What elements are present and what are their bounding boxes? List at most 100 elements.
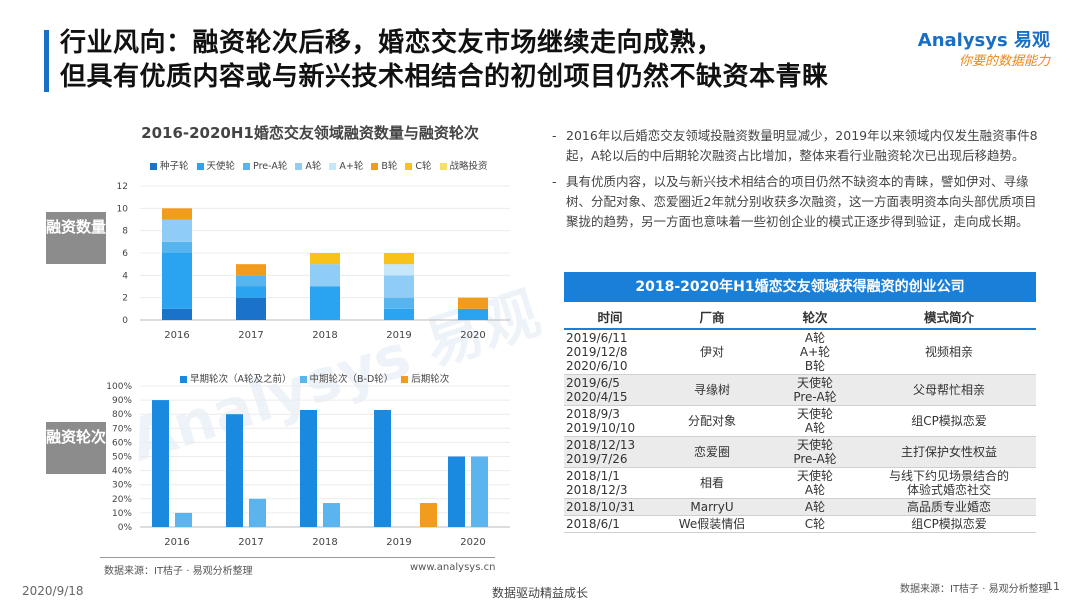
page-title-line2: 但具有优质内容或与新兴技术相结合的初创项目仍然不缺资本青睐 — [60, 62, 829, 92]
chart1-legend-item: 天使轮 — [196, 161, 235, 172]
y-tick-label: 70% — [112, 424, 132, 434]
cell-company: 伊对 — [656, 329, 768, 375]
page-title: 行业风向：融资轮次后移，婚恋交友市场继续走向成熟， 但具有优质内容或与新兴技术相… — [60, 26, 920, 94]
table-row: 2018/10/31 MarryU A轮 高品质专业婚恋 — [564, 498, 1036, 516]
cell-company: 寻缘树 — [656, 374, 768, 406]
cell-model: 与线下约见场景结合的 体验式婚恋社交 — [862, 467, 1036, 499]
bullet-2: 具有优质内容，以及与新兴技术相结合的项目仍然不缺资本的青睐，譬如伊对、寻缘树、分… — [552, 172, 1042, 232]
y-tick-label: 60% — [112, 438, 132, 448]
side-tag-rounds: 融资轮次 — [46, 422, 106, 474]
cell-model: 高品质专业婚恋 — [862, 498, 1036, 516]
bar — [448, 456, 465, 527]
chart1-legend-item: Pre-A轮 — [243, 161, 287, 172]
page-title-line1: 行业风向：融资轮次后移，婚恋交友市场继续走向成熟， — [60, 28, 723, 58]
cell-model: 主打保护女性权益 — [862, 436, 1036, 468]
chart1-legend-label: A轮 — [305, 161, 322, 172]
bar-segment — [162, 241, 192, 253]
title-accent-bar — [44, 30, 49, 92]
chart1-legend: 种子轮 天使轮 Pre-A轮 A轮 A+轮 B轮 C轮 战略投资 — [150, 158, 496, 172]
x-tick-label: 2020 — [460, 330, 485, 341]
funding-round-share-chart: 0% 10% 20% 30% 40% 50% 60% 70% 80% 90% 100% 2016 201… — [106, 382, 510, 548]
x-tick-label: 2017 — [238, 537, 263, 548]
y-tick-label: 0% — [118, 523, 133, 533]
chart-title: 2016-2020H1婚恋交友领域融资数量与融资轮次 — [141, 124, 479, 142]
chart1-legend-label: Pre-A轮 — [253, 161, 288, 172]
footer-date: 2020/9/18 — [22, 584, 84, 598]
y-tick-label: 2 — [122, 294, 128, 304]
chart1-legend-swatch — [196, 163, 204, 170]
bar-segment — [384, 297, 414, 309]
y-tick-label: 40% — [112, 467, 132, 477]
cell-date: 2019/6/11 2019/12/8 2020/6/10 — [564, 329, 656, 375]
cell-company: MarryU — [656, 498, 768, 516]
table-header-row: 时间 厂商 轮次 模式简介 — [564, 304, 1036, 330]
bar-segment — [162, 219, 192, 242]
bar-segment — [236, 264, 266, 276]
y-tick-label: 4 — [122, 271, 128, 281]
y-tick-label: 8 — [122, 227, 128, 237]
bar-segment — [162, 208, 192, 220]
chart1-legend-item: B轮 — [371, 161, 397, 172]
y-tick-label: 100% — [106, 382, 132, 392]
header-round: 轮次 — [768, 304, 862, 330]
chart2-legend-swatch — [299, 376, 307, 383]
x-tick-label: 2019 — [386, 330, 411, 341]
x-tick-label: 2020 — [460, 537, 485, 548]
chart2-legend-item: 中期轮次（B-D轮） — [299, 374, 394, 385]
chart1-legend-swatch — [439, 163, 447, 170]
cell-date: 2019/6/5 2020/4/15 — [564, 374, 656, 406]
cell-model: 视频相亲 — [862, 329, 1036, 375]
x-tick-label: 2017 — [238, 330, 263, 341]
cell-round: A轮 A+轮 B轮 — [768, 329, 862, 375]
chart1-legend-swatch — [329, 163, 337, 170]
y-tick-label: 20% — [112, 495, 132, 505]
logo-slogan: 你要的数据能力 — [958, 54, 1050, 69]
chart-url: www.analysys.cn — [410, 562, 496, 573]
bar — [323, 503, 340, 527]
cell-company: 恋爱圈 — [656, 436, 768, 468]
chart1-legend-item: 战略投资 — [439, 161, 488, 172]
footer-source: 数据来源：IT桔子 · 易观分析整理 — [900, 584, 1049, 595]
table-row: 2019/6/11 2019/12/8 2020/6/10 伊对 A轮 A+轮 B轮 视频相亲 — [564, 329, 1036, 375]
chart2-legend-swatch — [180, 376, 187, 383]
bar — [420, 503, 437, 527]
header-company: 厂商 — [656, 304, 768, 330]
chart2-legend-swatch — [401, 376, 409, 383]
cell-company: We假装情侣 — [656, 515, 768, 533]
cell-round: C轮 — [768, 515, 862, 533]
table-title: 2018-2020年H1婚恋交友领域获得融资的创业公司 — [564, 272, 1036, 302]
chart1-legend-label: A+轮 — [339, 161, 364, 172]
chart1-legend-swatch — [371, 163, 379, 170]
bar-segment — [236, 286, 266, 298]
bar-segment — [384, 308, 414, 320]
cell-date: 2018/10/31 — [564, 498, 656, 516]
chart1-legend-label: 种子轮 — [160, 161, 189, 172]
cell-date: 2018/1/1 2018/12/3 — [564, 467, 656, 499]
chart1-legend-swatch — [405, 163, 413, 170]
cell-date: 2018/9/3 2019/10/10 — [564, 405, 656, 437]
funding-count-chart: 0 2 4 6 8 10 12 2016 2017 2018 2019 2020 — [117, 182, 510, 341]
bar-segment — [162, 253, 192, 309]
bar-segment — [162, 308, 192, 320]
chart1-legend-swatch — [295, 163, 303, 170]
table-row: 2018/12/13 2019/7/26 恋爱圈 天使轮 Pre-A轮 主打保护女性权益 — [564, 436, 1036, 468]
cell-company: 相看 — [656, 467, 768, 499]
x-tick-label: 2016 — [164, 537, 189, 548]
chart2-legend-label: 中期轮次（B-D轮） — [309, 374, 394, 385]
cell-date: 2018/6/1 — [564, 515, 656, 533]
bar-segment — [310, 264, 340, 287]
page-number: 11 — [1046, 580, 1060, 593]
chart1-legend-item: C轮 — [405, 161, 432, 172]
bar — [175, 512, 192, 527]
bar-segment — [310, 286, 340, 320]
y-tick-label: 10% — [112, 509, 132, 519]
chart1-legend-swatch — [243, 163, 251, 170]
header-date: 时间 — [564, 304, 656, 330]
cell-date: 2018/12/13 2019/7/26 — [564, 436, 656, 468]
x-tick-label: 2019 — [386, 537, 411, 548]
analysys-logo: Analysys 易观 你要的数据能力 — [880, 26, 1050, 70]
chart2-legend-item: 早期轮次（A轮及之前） — [180, 374, 292, 385]
cell-round: A轮 — [768, 498, 862, 516]
y-tick-label: 12 — [117, 182, 128, 192]
chart2-legend-item: 后期轮次 — [401, 374, 449, 385]
